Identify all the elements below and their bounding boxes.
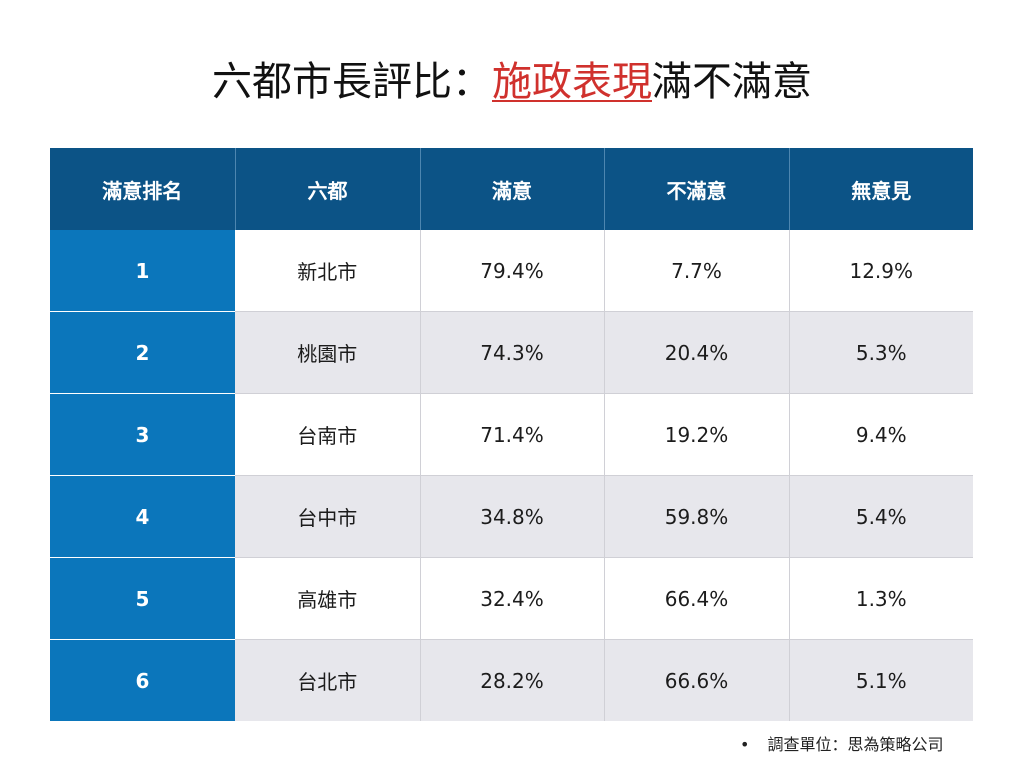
source-note: • 調查單位：思為策略公司 — [740, 734, 943, 756]
page-title: 六都市長評比：施政表現滿不滿意 — [0, 54, 1024, 110]
satisfied-cell: 32.4% — [420, 557, 605, 640]
city-cell: 新北市 — [235, 230, 421, 312]
header-dissatisfied: 不滿意 — [604, 148, 790, 230]
dissatisfied-cell: 7.7% — [604, 230, 790, 312]
satisfied-cell: 71.4% — [420, 393, 605, 476]
bullet-icon: • — [740, 735, 750, 754]
no-opinion-cell: 12.9% — [789, 230, 973, 312]
satisfied-cell: 74.3% — [420, 311, 605, 394]
no-opinion-cell: 1.3% — [789, 557, 973, 640]
header-city: 六都 — [235, 148, 421, 230]
city-cell: 台南市 — [235, 393, 421, 476]
no-opinion-cell: 9.4% — [789, 393, 973, 476]
dissatisfied-cell: 19.2% — [604, 393, 790, 476]
rank-cell: 4 — [50, 475, 235, 558]
dissatisfied-cell: 66.4% — [604, 557, 790, 640]
table-header-row: 滿意排名 六都 滿意 不滿意 無意見 — [50, 148, 973, 230]
rank-cell: 6 — [50, 639, 235, 721]
no-opinion-cell: 5.1% — [789, 639, 973, 721]
table-row: 1 新北市 79.4% 7.7% 12.9% — [50, 230, 973, 312]
header-rank: 滿意排名 — [50, 148, 236, 230]
title-suffix: 滿不滿意 — [652, 59, 812, 105]
rank-cell: 2 — [50, 311, 235, 394]
header-no-opinion: 無意見 — [789, 148, 973, 230]
no-opinion-cell: 5.4% — [789, 475, 973, 558]
table-row: 6 台北市 28.2% 66.6% 5.1% — [50, 639, 973, 721]
title-highlight: 施政表現 — [492, 59, 652, 105]
header-satisfied: 滿意 — [420, 148, 605, 230]
city-cell: 高雄市 — [235, 557, 421, 640]
table-row: 3 台南市 71.4% 19.2% 9.4% — [50, 393, 973, 476]
rank-cell: 1 — [50, 230, 235, 312]
dissatisfied-cell: 59.8% — [604, 475, 790, 558]
title-prefix: 六都市長評比： — [212, 59, 492, 105]
source-text: 調查單位：思為策略公司 — [767, 735, 944, 754]
table-row: 2 桃園市 74.3% 20.4% 5.3% — [50, 311, 973, 394]
table-row: 4 台中市 34.8% 59.8% 5.4% — [50, 475, 973, 558]
satisfied-cell: 28.2% — [420, 639, 605, 721]
table-row: 5 高雄市 32.4% 66.4% 1.3% — [50, 557, 973, 640]
satisfied-cell: 79.4% — [420, 230, 605, 312]
city-cell: 台北市 — [235, 639, 421, 721]
dissatisfied-cell: 20.4% — [604, 311, 790, 394]
rank-cell: 3 — [50, 393, 235, 476]
dissatisfied-cell: 66.6% — [604, 639, 790, 721]
rank-cell: 5 — [50, 557, 235, 640]
no-opinion-cell: 5.3% — [789, 311, 973, 394]
satisfied-cell: 34.8% — [420, 475, 605, 558]
ranking-table: 滿意排名 六都 滿意 不滿意 無意見 1 新北市 79.4% 7.7% 12.9… — [50, 148, 973, 721]
city-cell: 桃園市 — [235, 311, 421, 394]
city-cell: 台中市 — [235, 475, 421, 558]
